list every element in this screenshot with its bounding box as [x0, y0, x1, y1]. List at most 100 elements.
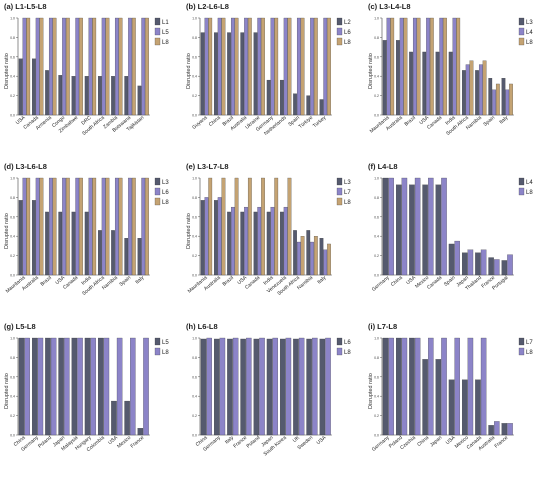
bar-L2-4: [253, 32, 258, 116]
category-label: China: [208, 115, 222, 128]
bar-L8-7: [300, 236, 305, 276]
chart-panel-i: 0.0 0.2 0.4 0.6 0.8 1.0 Germany Poland Czechia Ch…: [364, 320, 544, 475]
bar-L8-2: [232, 337, 239, 436]
bar-L2-1: [213, 32, 218, 116]
bar-L8-9: [325, 337, 331, 436]
bar-L3-8: [124, 238, 129, 276]
legend-swatch-L3: [154, 177, 161, 186]
bar-L7-7: [475, 379, 481, 436]
bar-L3-0: [382, 40, 387, 116]
bar-L8-1: [221, 17, 226, 116]
category-label: China: [390, 275, 404, 288]
bar-L8-8: [494, 421, 500, 436]
chart-svg-g: 0.00.20.40.60.81.0ChinaGermanyPolandJapa…: [10, 337, 169, 454]
category-label: Brazil: [40, 275, 53, 288]
bar-L7-9: [501, 423, 508, 436]
chart-title: (g) L5-L8: [4, 322, 36, 331]
y-tick-label: 0.4: [10, 235, 15, 239]
bar-L7-4: [257, 206, 262, 276]
bar-L8-7: [118, 177, 123, 276]
y-tick-label: 0.2: [10, 414, 15, 418]
bar-L8-6: [105, 17, 110, 116]
legend-label-L8: L8: [526, 190, 533, 196]
bar-L8-5: [272, 337, 278, 436]
y-tick-label: 0.6: [192, 55, 197, 59]
bar-L5-1: [35, 17, 40, 116]
category-label: Brazil: [404, 115, 417, 128]
bar-L5-8: [124, 400, 130, 436]
category-label: USA: [54, 275, 66, 287]
bar-L8-6: [287, 177, 292, 276]
bar-L2-2: [227, 32, 231, 116]
bar-L6-0: [200, 338, 207, 436]
y-tick-label: 0.8: [192, 36, 197, 40]
bar-L6-5: [266, 338, 273, 436]
bar-L8-6: [467, 337, 474, 436]
bar-L6-7: [114, 177, 119, 276]
legend-swatch-L8: [154, 347, 161, 356]
bar-L5-5: [84, 337, 91, 436]
bar-L3-6: [279, 211, 284, 276]
bar-L5-2: [48, 17, 53, 116]
legend-swatch-L8: [518, 187, 525, 196]
bar-L6-4: [75, 177, 80, 276]
bar-L5-6: [97, 337, 104, 436]
bar-L8-6: [469, 60, 474, 116]
bar-L4-5: [448, 243, 455, 276]
bar-L2-7: [293, 93, 297, 116]
bar-L4-0: [386, 17, 391, 116]
bar-L3-5: [266, 211, 271, 276]
y-tick-label: 0.4: [374, 75, 379, 79]
bar-L7-1: [217, 197, 222, 276]
y-axis-label: Disrupted ratio: [368, 52, 374, 89]
bar-L8-1: [219, 337, 226, 436]
bar-L6-5: [270, 17, 275, 116]
bar-L7-7: [296, 241, 301, 276]
y-tick-label: 0.4: [192, 75, 197, 79]
y-tick-label: 0.2: [374, 414, 379, 418]
y-tick-label: 0.2: [10, 94, 15, 98]
chart-panel-f: 0.0 0.2 0.4 0.6 0.8 1.0 Germany China USA Mexico C…: [364, 160, 544, 315]
category-label: USA: [405, 275, 417, 287]
bar-L8-8: [131, 177, 136, 276]
bar-L3-8: [306, 230, 311, 276]
y-tick-label: 1.0: [374, 17, 379, 21]
bar-L8-0: [26, 17, 31, 116]
y-tick-label: 0.0: [10, 114, 15, 118]
bar-L8-9: [327, 17, 331, 116]
legend-swatch-L8: [518, 37, 525, 46]
category-label: USA: [316, 435, 328, 447]
bar-L8-6: [285, 337, 292, 436]
bar-L8-8: [312, 337, 318, 436]
bar-L3-4: [253, 211, 258, 276]
bar-L2-9: [319, 99, 324, 116]
bar-L4-5: [452, 17, 457, 116]
y-tick-label: 0.8: [192, 356, 197, 360]
bar-L5-3: [58, 337, 64, 436]
bar-L3-2: [227, 211, 231, 276]
bar-L7-6: [461, 379, 468, 436]
category-label: USA: [15, 115, 27, 127]
bar-L3-4: [435, 51, 440, 116]
y-axis-label: Disrupted ratio: [186, 52, 192, 89]
bar-L8-1: [403, 17, 408, 116]
bar-L3-7: [111, 230, 115, 276]
y-tick-label: 0.8: [374, 356, 379, 360]
bar-L4-6: [461, 252, 468, 276]
bar-L3-5: [84, 211, 89, 276]
bar-L8-4: [443, 17, 447, 116]
bar-L3-2: [409, 51, 413, 116]
y-tick-label: 1.0: [10, 177, 15, 181]
bar-L8-3: [429, 17, 434, 116]
category-label: Canada: [62, 275, 79, 291]
bar-L5-0: [18, 337, 25, 436]
bar-L1-3: [58, 75, 63, 116]
chart-title: (i) L7-L8: [368, 322, 398, 331]
chart-panel-g: 0.0 0.2 0.4 0.6 0.8 1.0 China Germany Poland Japa…: [0, 320, 180, 475]
y-tick-label: 0.4: [374, 395, 379, 399]
category-label: India: [262, 275, 274, 287]
bar-L6-5: [88, 177, 93, 276]
bar-L8-4: [261, 17, 265, 116]
